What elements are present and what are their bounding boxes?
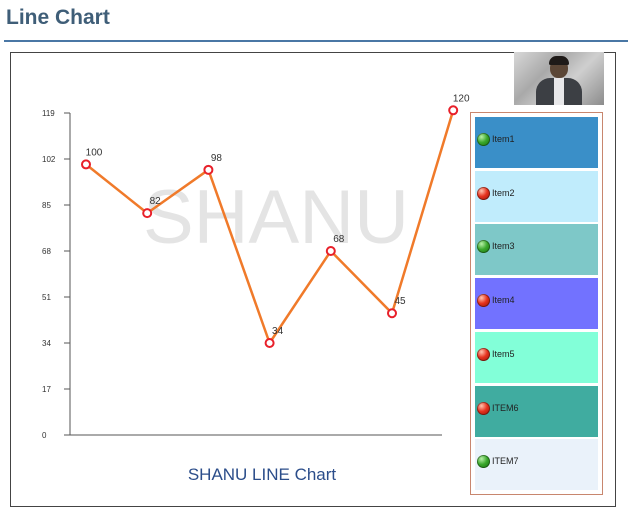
legend-panel: Item1 Item2 Item3 Item4 Item5 ITEM6 ITEM7 — [470, 112, 603, 495]
data-label: 98 — [211, 153, 223, 164]
legend-label: Item5 — [492, 348, 515, 359]
chart-title: SHANU LINE Chart — [188, 465, 337, 484]
data-point — [448, 105, 459, 116]
red-dot-icon — [477, 347, 490, 361]
legend-label: Item3 — [492, 241, 515, 252]
red-dot-icon — [477, 186, 490, 200]
legend-label: ITEM7 — [492, 456, 519, 467]
legend-label: Item4 — [492, 295, 515, 306]
avatar — [514, 52, 604, 105]
data-point — [81, 159, 91, 170]
y-tick-label: 85 — [42, 201, 51, 210]
legend-item: Item3 — [475, 224, 598, 276]
y-tick-label: 68 — [42, 247, 51, 256]
avatar-shirt — [554, 78, 564, 105]
legend-item: Item5 — [475, 331, 598, 383]
data-point — [264, 338, 275, 348]
avatar-hair — [549, 56, 569, 65]
title-divider — [4, 40, 628, 42]
y-tick-label: 17 — [42, 385, 51, 394]
green-dot-icon — [477, 133, 490, 146]
y-tick-label: 0 — [42, 431, 47, 440]
data-point — [203, 164, 214, 175]
data-label: 68 — [333, 234, 345, 245]
y-tick-label: 102 — [42, 155, 56, 164]
data-label: 45 — [394, 296, 406, 307]
y-tick-label: 119 — [42, 109, 55, 118]
data-point — [387, 308, 397, 319]
data-label: 120 — [453, 93, 470, 104]
legend-item: Item1 — [475, 117, 598, 168]
green-dot-icon — [477, 240, 490, 254]
data-label: 100 — [86, 147, 103, 158]
legend-label: ITEM6 — [492, 402, 519, 413]
legend-item: Item2 — [475, 170, 598, 222]
page-title: Line Chart — [6, 6, 110, 29]
legend-label: Item2 — [492, 187, 515, 198]
data-point — [325, 246, 336, 256]
red-dot-icon — [477, 294, 490, 308]
legend-item: Item4 — [475, 278, 598, 330]
red-dot-icon — [477, 401, 490, 415]
chart-watermark: SHANU — [143, 175, 409, 260]
data-point — [142, 208, 153, 219]
data-label: 82 — [150, 196, 162, 207]
legend-item: ITEM6 — [475, 385, 598, 437]
legend-label: Item1 — [492, 134, 515, 144]
data-label: 34 — [272, 326, 284, 337]
legend-item: ITEM7 — [475, 439, 598, 491]
y-tick-label: 34 — [42, 339, 51, 348]
green-dot-icon — [477, 455, 490, 469]
y-tick-label: 51 — [42, 293, 51, 302]
